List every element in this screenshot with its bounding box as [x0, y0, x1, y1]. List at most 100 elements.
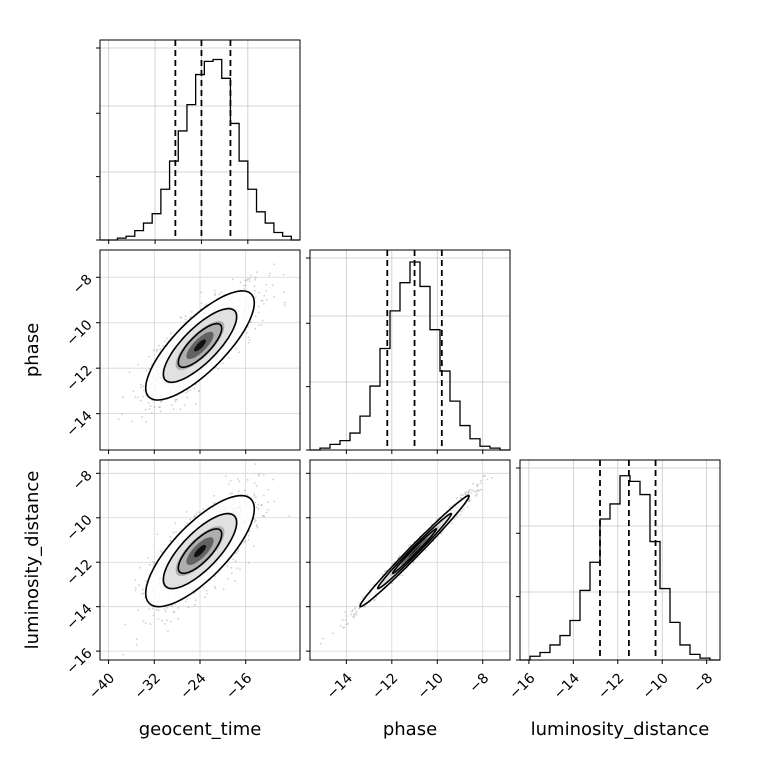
hist-step-phase [310, 261, 510, 451]
scatter-point [247, 534, 250, 537]
contour-1 [162, 512, 238, 590]
scatter-point [355, 610, 358, 613]
scatter-point [353, 616, 355, 619]
scatter-point [158, 406, 160, 408]
scatter-point [121, 413, 124, 415]
scatter-point [163, 608, 166, 610]
scatter-point [254, 520, 256, 523]
scatter-point [164, 340, 167, 343]
scatter-point [475, 491, 477, 494]
y-tick-label: −12 [63, 557, 95, 589]
scatter-point [174, 398, 177, 401]
scatter-point [354, 606, 357, 608]
scatter-point [135, 638, 138, 640]
scatter-point [189, 389, 192, 391]
scatter-point [345, 615, 348, 617]
scatter-point [151, 607, 154, 610]
scatter-point [230, 572, 233, 575]
x-tick-label: −40 [86, 670, 118, 702]
scatter-point [135, 643, 138, 646]
scatter-point [169, 332, 172, 335]
scatter-point [198, 512, 201, 514]
scatter-point [227, 483, 230, 485]
scatter-point [472, 482, 474, 485]
scatter-point [230, 566, 233, 569]
scatter-point [261, 514, 264, 517]
scatter-point [149, 405, 152, 407]
scatter-point [283, 301, 286, 304]
scatter-point [171, 605, 174, 608]
scatter-point [352, 615, 355, 618]
y-tick-label: −10 [63, 512, 95, 544]
scatter-point [467, 491, 470, 493]
scatter-point [283, 304, 286, 306]
scatter-point [273, 500, 276, 503]
scatter-point [343, 626, 346, 629]
x-tick-label: −8 [466, 670, 492, 696]
scatter-point [174, 400, 176, 403]
scatter-point [195, 599, 197, 602]
panel-luminosity_distance-vs-phase [306, 460, 510, 664]
scatter-point [143, 389, 145, 392]
scatter-point [401, 574, 404, 577]
scatter-point [142, 620, 145, 622]
scatter-point [141, 588, 144, 591]
scatter-point [117, 418, 120, 421]
scatter-point [222, 588, 225, 591]
x-tick-label: −32 [132, 670, 164, 702]
scatter-point [273, 295, 276, 298]
scatter-point [174, 522, 177, 525]
scatter-point [202, 508, 205, 510]
x-tick-label: −24 [177, 670, 209, 702]
scatter-point [260, 324, 263, 326]
scatter-point [186, 598, 189, 600]
scatter-point [450, 505, 453, 507]
scatter-point [254, 290, 256, 292]
scatter-point [265, 283, 268, 286]
scatter-point [141, 593, 143, 595]
scatter-point [149, 623, 152, 625]
scatter-point [205, 303, 208, 306]
scatter-point [236, 567, 238, 570]
scatter-point [164, 610, 167, 613]
scatter-point [185, 511, 188, 513]
scatter-point [470, 492, 472, 494]
contour-0 [144, 494, 256, 608]
scatter-point [243, 285, 246, 287]
scatter-point [166, 619, 168, 622]
scatter-point [282, 273, 285, 276]
scatter-point [474, 494, 477, 497]
scatter-point [397, 556, 400, 559]
scatter-point [246, 279, 248, 282]
scatter-point [217, 368, 220, 370]
scatter-point [155, 350, 158, 352]
scatter-point [260, 504, 263, 506]
scatter-point [185, 600, 187, 603]
scatter-point [189, 518, 192, 521]
scatter-point [187, 606, 190, 608]
scatter-point [344, 611, 346, 613]
x-tick-label: −16 [223, 670, 255, 702]
scatter-point [122, 396, 124, 399]
scatter-point [193, 387, 196, 390]
x-tick-label: −14 [551, 670, 583, 702]
scatter-point [179, 408, 182, 411]
scatter-point [257, 503, 260, 506]
scatter-point [134, 589, 137, 592]
scatter-point [186, 522, 189, 525]
scatter-point [222, 362, 224, 365]
scatter-point [250, 321, 252, 323]
scatter-point [187, 390, 189, 393]
scatter-point [425, 549, 427, 552]
scatter-point [243, 288, 246, 291]
scatter-point [224, 475, 227, 478]
scatter-point [254, 315, 257, 318]
density-level-4 [194, 545, 206, 558]
scatter-point [197, 390, 200, 393]
scatter-point [479, 482, 482, 484]
scatter-point [153, 561, 156, 564]
scatter-point [482, 475, 485, 477]
scatter-point [167, 630, 169, 632]
scatter-point [463, 491, 466, 494]
scatter-point [345, 623, 348, 626]
